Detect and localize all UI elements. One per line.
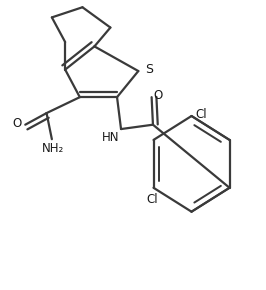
Text: Cl: Cl [146,193,158,206]
Text: HN: HN [102,131,120,144]
Text: O: O [154,89,163,102]
Text: O: O [13,117,22,130]
Text: NH₂: NH₂ [42,142,64,155]
Text: S: S [145,63,153,76]
Text: Cl: Cl [196,108,207,121]
